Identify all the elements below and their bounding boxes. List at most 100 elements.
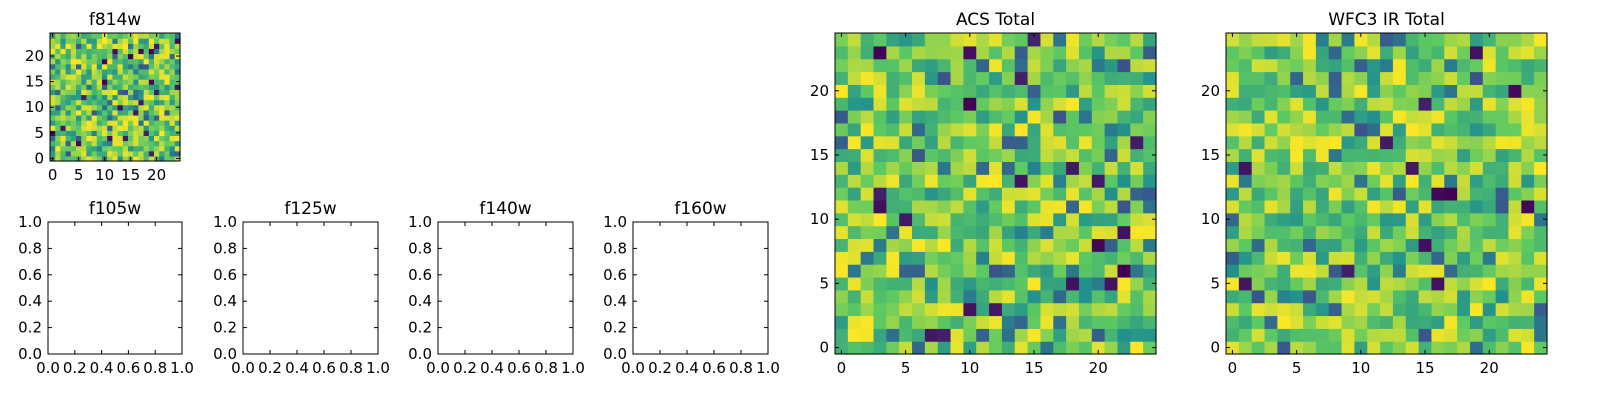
heatmap-cell: [1053, 212, 1067, 227]
heatmap-cell: [989, 328, 1003, 342]
heatmap-cell: [1290, 161, 1304, 175]
heatmap-cell: [81, 140, 87, 147]
heatmap-cell: [1521, 148, 1535, 162]
heatmap-cell: [835, 97, 849, 111]
axes-frame: [632, 221, 769, 355]
heatmap-cell: [96, 89, 103, 96]
heatmap-cell: [1418, 97, 1433, 111]
heatmap-cell: [1117, 341, 1131, 355]
heatmap-cell: [1354, 187, 1368, 201]
heatmap-cell: [1078, 315, 1093, 329]
heatmap-cell: [924, 212, 939, 227]
heatmap-cell: [950, 212, 964, 227]
heatmap-cell: [835, 225, 849, 240]
heatmap-cell: [1444, 315, 1458, 329]
heatmap-cell: [65, 114, 72, 121]
heatmap-cell: [81, 63, 87, 70]
heatmap-cell: [1251, 148, 1266, 162]
heatmap-cell: [1405, 122, 1420, 137]
heatmap-cell: [1130, 122, 1144, 137]
heatmap-cell: [1130, 341, 1144, 355]
heatmap-cell: [847, 212, 862, 227]
heatmap-cell: [1469, 71, 1484, 85]
heatmap-cell: [91, 140, 98, 147]
heatmap-cell: [91, 125, 98, 131]
heatmap-cell: [899, 302, 913, 317]
heatmap-cell: [122, 68, 129, 75]
heatmap-cell: [886, 84, 900, 98]
heatmap-cell: [133, 73, 139, 80]
heatmap-cell: [1014, 341, 1029, 355]
heatmap-cell: [1534, 84, 1548, 98]
heatmap-cell: [112, 130, 119, 136]
heatmap-cell: [1277, 84, 1291, 98]
heatmap-cell: [963, 84, 977, 98]
x-tick-label: 15: [121, 166, 140, 184]
y-tick-label: 0.8: [213, 239, 237, 257]
y-tick-label: 0.6: [18, 266, 42, 284]
heatmap-cell: [1226, 135, 1240, 150]
heatmap-cell: [55, 68, 61, 75]
heatmap-cell: [1431, 45, 1445, 60]
heatmap-cell: [138, 43, 145, 49]
heatmap-cell: [1130, 264, 1144, 278]
heatmap-cell: [1315, 33, 1330, 47]
heatmap-cell: [1380, 45, 1394, 60]
heatmap-cell: [989, 289, 1003, 304]
heatmap-cell: [886, 58, 900, 73]
heatmap-cell: [1091, 276, 1106, 291]
heatmap-cell: [1104, 33, 1119, 47]
heatmap-cell: [169, 53, 176, 60]
heatmap-cell: [112, 43, 119, 49]
heatmap-cell: [1104, 135, 1119, 150]
heatmap-cell: [976, 122, 990, 137]
heatmap-cell: [1264, 97, 1278, 111]
heatmap-cell: [1053, 45, 1067, 60]
heatmap-cell: [143, 68, 150, 75]
heatmap-cell: [1534, 148, 1548, 162]
heatmap-cell: [117, 79, 124, 85]
chart-title: WFC3 IR Total: [1328, 10, 1445, 30]
heatmap-cell: [60, 135, 67, 142]
heatmap-cell: [55, 73, 61, 80]
heatmap-cell: [174, 125, 181, 131]
heatmap-cell: [128, 58, 134, 65]
heatmap-cell: [950, 328, 964, 342]
x-tick-label: 0.8: [729, 359, 753, 377]
heatmap-cell: [174, 63, 181, 70]
heatmap-cell: [154, 68, 160, 75]
heatmap-cell: [122, 155, 129, 162]
heatmap-cell: [1238, 122, 1253, 137]
heatmap-cell: [1457, 45, 1471, 60]
heatmap-cell: [899, 110, 913, 124]
heatmap-cell: [1264, 315, 1278, 329]
heatmap-cell: [143, 58, 150, 65]
heatmap-cell: [873, 58, 887, 73]
heatmap-cell: [96, 99, 103, 106]
x-tick-label: 0.4: [90, 359, 114, 377]
heatmap-cell: [1040, 302, 1054, 317]
heatmap-cell: [1251, 328, 1266, 342]
heatmap-cell: [159, 99, 165, 106]
heatmap-cell: [835, 199, 849, 214]
heatmap-cell: [1251, 122, 1266, 137]
heatmap-cell: [91, 120, 98, 126]
heatmap-cell: [899, 289, 913, 304]
heatmap-cell: [117, 120, 124, 126]
heatmap-cell: [1066, 84, 1080, 98]
heatmap-cell: [154, 130, 160, 136]
heatmap-cell: [1534, 122, 1548, 137]
heatmap-cell: [1315, 122, 1330, 137]
heatmap-cell: [1534, 199, 1548, 214]
heatmap-cell: [55, 33, 61, 39]
heatmap-cell: [1091, 302, 1106, 317]
heatmap-cell: [81, 58, 87, 65]
heatmap-cell: [886, 328, 900, 342]
y-tick-label: 0.6: [213, 266, 237, 284]
heatmap-cell: [950, 122, 964, 137]
heatmap-cell: [81, 104, 87, 111]
heatmap-cell: [1014, 225, 1029, 240]
heatmap-cell: [976, 97, 990, 111]
heatmap-cell: [1534, 276, 1548, 291]
heatmap-cell: [1027, 289, 1042, 304]
